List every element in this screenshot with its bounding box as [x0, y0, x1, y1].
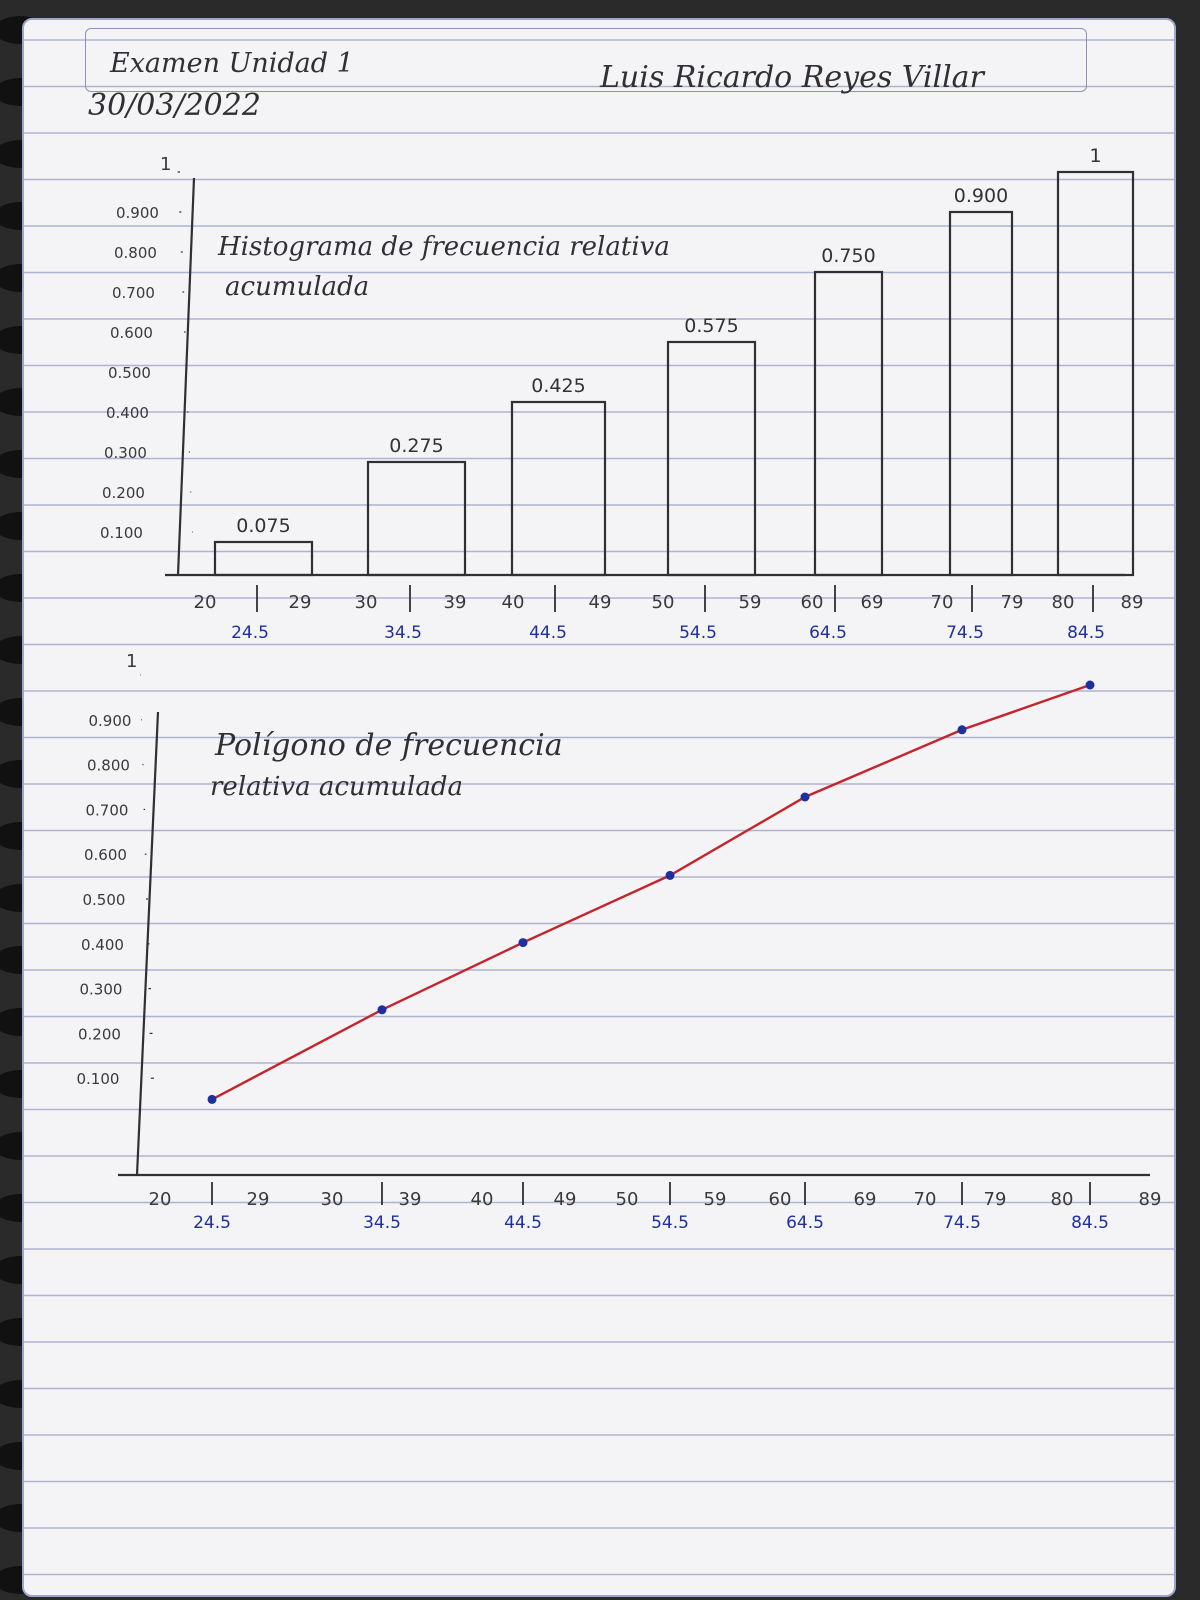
polygon-y-tick-label: 0.400 — [81, 936, 124, 954]
polygon-x-class-mark-label: 64.5 — [786, 1213, 824, 1233]
histogram-x-tick-label: 40 — [502, 592, 525, 613]
histogram-y-axis — [176, 177, 196, 576]
polygon-y-tick-label: 0.200 — [78, 1025, 121, 1043]
histogram-bar — [813, 270, 884, 577]
histogram-value-label: 0.275 — [389, 435, 443, 457]
histogram-value-label: 0.425 — [531, 375, 585, 397]
histogram-bar — [366, 460, 467, 577]
polygon-x-tick-label: 20 — [149, 1189, 172, 1210]
polygon-subtitle: relativa acumulada — [210, 772, 463, 802]
histogram-subtitle: acumulada — [225, 272, 369, 302]
histogram-x-tick-label: 50 — [652, 592, 675, 613]
histogram-value-label: 0.075 — [236, 515, 290, 537]
histogram-value-label: 1 — [1089, 145, 1101, 167]
polygon-y-tick-label: 1 — [126, 651, 137, 672]
histogram-x-tick-label: 49 — [589, 592, 612, 613]
histogram-title: Histograma de frecuencia relativa — [217, 232, 670, 262]
histogram-value-label: 0.900 — [954, 185, 1008, 207]
polygon-data-point — [207, 1094, 217, 1104]
exam-title: Examen Unidad 1 — [110, 48, 354, 79]
histogram-x-tick-label: 80 — [1052, 592, 1075, 613]
histogram-x-tick-label: 20 — [194, 592, 217, 613]
polygon-x-tick-label: 69 — [854, 1189, 877, 1210]
histogram-chart: Histograma de frecuencia relativa acumul… — [100, 145, 1144, 643]
student-name: Luis Ricardo Reyes Villar — [600, 60, 984, 95]
histogram-y-tick-label: 0.200 — [102, 484, 145, 502]
polygon-x-tick-label: 70 — [914, 1189, 937, 1210]
polygon-y-tick-label: 0.700 — [86, 801, 129, 819]
histogram-x-tick-label: 60 — [801, 592, 824, 613]
histogram-y-tick-label: 0.900 — [116, 204, 159, 222]
histogram-class-mark-label: 24.5 — [231, 623, 269, 643]
polygon-x-tick-label: 30 — [321, 1189, 344, 1210]
histogram-x-tick-label: 69 — [861, 592, 884, 613]
polygon-title: Polígono de frecuencia — [214, 728, 563, 763]
polygon-y-tick-label: 0.900 — [89, 712, 132, 730]
polygon-data-point — [1085, 680, 1095, 690]
histogram-bar — [1056, 170, 1135, 577]
polygon-x-tick-label: 50 — [616, 1189, 639, 1210]
histogram-y-tick-label: 0.100 — [100, 524, 143, 542]
header-box — [85, 28, 1087, 92]
histogram-y-tick-label: 0.500 — [108, 364, 151, 382]
histogram-bar — [666, 340, 757, 577]
histogram-class-mark-label: 84.5 — [1067, 623, 1105, 643]
histogram-x-tick-label: 39 — [444, 592, 467, 613]
exam-date: 30/03/2022 — [88, 88, 261, 123]
histogram-value-label: 0.750 — [821, 245, 875, 267]
histogram-bar — [213, 540, 314, 577]
polygon-data-point — [665, 870, 675, 880]
polygon-data-point — [518, 938, 528, 948]
polygon-x-tick-label: 39 — [399, 1189, 422, 1210]
histogram-y-tick-label: 0.400 — [106, 404, 149, 422]
polygon-x-tick-label: 60 — [769, 1189, 792, 1210]
polygon-x-class-mark-label: 84.5 — [1071, 1213, 1109, 1233]
histogram-y-tick-label: 0.800 — [114, 244, 157, 262]
histogram-class-mark-label: 34.5 — [384, 623, 422, 643]
polygon-x-tick-label: 29 — [247, 1189, 270, 1210]
polygon-y-tick-label: 0.600 — [84, 846, 127, 864]
polygon-y-tick-label: 0.300 — [80, 981, 123, 999]
histogram-x-tick-label: 59 — [739, 592, 762, 613]
histogram-bar — [948, 210, 1014, 577]
histogram-bar — [510, 400, 607, 577]
polygon-x-tick-label: 40 — [471, 1189, 494, 1210]
histogram-value-label: 0.575 — [684, 315, 738, 337]
polygon-y-tick-label: 0.500 — [83, 891, 126, 909]
histogram-y-tick-label: 0.700 — [112, 284, 155, 302]
histogram-x-tick-label: 70 — [931, 592, 954, 613]
polygon-y-tick-label: 0.100 — [77, 1070, 120, 1088]
polygon-x-class-mark-label: 54.5 — [651, 1213, 689, 1233]
histogram-x-tick-label: 89 — [1121, 592, 1144, 613]
polygon-data-point — [800, 792, 810, 802]
polygon-x-tick-label: 89 — [1139, 1189, 1162, 1210]
polygon-x-class-mark-label: 44.5 — [504, 1213, 542, 1233]
histogram-x-tick-label: 29 — [289, 592, 312, 613]
polygon-x-class-mark-label: 74.5 — [943, 1213, 981, 1233]
polygon-x-tick-label: 59 — [704, 1189, 727, 1210]
polygon-y-tick-label: 0.800 — [87, 757, 130, 775]
histogram-y-tick-label: 0.300 — [104, 444, 147, 462]
polygon-data-point — [377, 1005, 387, 1015]
polygon-data-point — [957, 725, 967, 735]
histogram-class-mark-label: 44.5 — [529, 623, 567, 643]
histogram-x-tick-label: 79 — [1001, 592, 1024, 613]
polygon-x-tick-label: 79 — [984, 1189, 1007, 1210]
polygon-chart: Polígono de frecuencia relativa acumulad… — [77, 651, 1162, 1233]
histogram-y-tick-label: 1 — [160, 154, 171, 175]
histogram-class-mark-label: 64.5 — [809, 623, 847, 643]
histogram-x-tick-label: 30 — [355, 592, 378, 613]
polygon-x-class-mark-label: 24.5 — [193, 1213, 231, 1233]
histogram-y-tick-label: 0.600 — [110, 324, 153, 342]
histogram-class-mark-label: 74.5 — [946, 623, 984, 643]
histogram-class-mark-label: 54.5 — [679, 623, 717, 643]
notebook-page — [22, 18, 1176, 1597]
polygon-x-tick-label: 49 — [554, 1189, 577, 1210]
polygon-x-tick-label: 80 — [1051, 1189, 1074, 1210]
ruled-lines — [24, 39, 1174, 1576]
polygon-x-class-mark-label: 34.5 — [363, 1213, 401, 1233]
